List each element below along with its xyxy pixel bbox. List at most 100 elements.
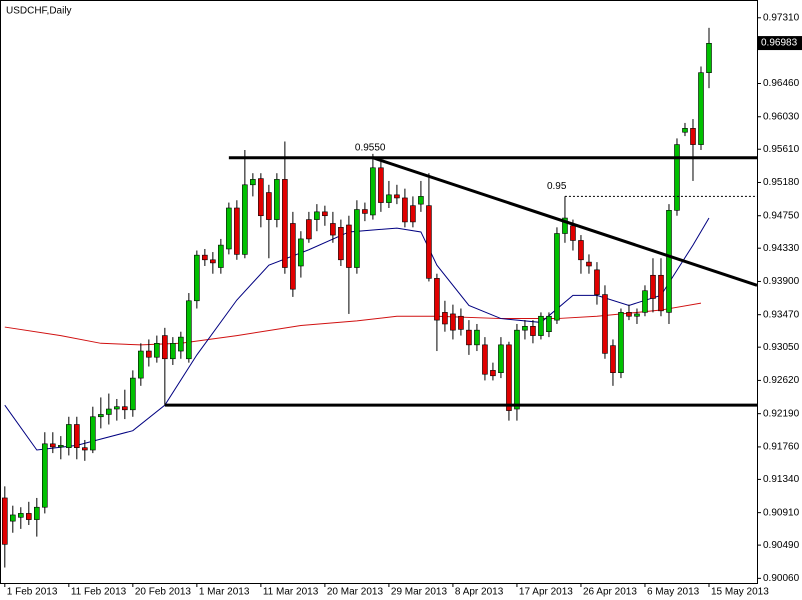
y-tick-label: 0.93470 — [763, 309, 800, 320]
y-tick-label: 0.94330 — [763, 243, 800, 254]
candle-body — [346, 224, 352, 268]
x-tick-label: 20 Feb 2013 — [135, 587, 192, 598]
candle-body — [490, 370, 496, 377]
candle-body — [698, 72, 704, 145]
y-tick-label: 0.93900 — [763, 276, 800, 287]
candle-body — [690, 128, 696, 145]
candle-body — [154, 343, 160, 358]
candle-body — [106, 408, 112, 415]
y-tick-label: 0.96030 — [763, 111, 800, 122]
candle-body — [186, 300, 192, 360]
y-tick-label: 0.90060 — [763, 573, 800, 584]
candle-body — [330, 223, 336, 236]
candle-body — [170, 343, 176, 360]
x-tick-label: 11 Feb 2013 — [71, 587, 127, 598]
candle-body — [514, 329, 520, 410]
x-tick-label: 17 Apr 2013 — [519, 587, 573, 598]
candle-body — [426, 205, 432, 279]
candle-body — [466, 329, 472, 346]
current-price-label: 0.96983 — [761, 38, 798, 49]
y-tick-label: 0.93050 — [763, 342, 800, 353]
candle-body — [554, 233, 560, 321]
candle-body — [474, 329, 480, 346]
y-tick-label: 0.95610 — [763, 144, 800, 155]
candle-body — [98, 414, 104, 418]
candle-body — [498, 344, 504, 373]
candle-body — [546, 315, 552, 333]
candle-body — [402, 197, 408, 223]
candle-body — [506, 344, 512, 411]
candle-body — [674, 144, 680, 211]
candle-body — [162, 335, 168, 360]
candle-body — [338, 227, 344, 261]
annotation: 0.9550 — [355, 142, 386, 153]
candle-body — [410, 205, 416, 223]
candle-body — [58, 445, 64, 448]
candle-body — [666, 210, 672, 313]
candle-body — [530, 325, 536, 336]
candle-body — [250, 179, 256, 186]
x-tick-label: 29 Mar 2013 — [391, 587, 448, 598]
candle-body — [26, 513, 32, 520]
candle-body — [634, 313, 640, 317]
x-tick-label: 20 Mar 2013 — [327, 587, 384, 598]
candle-body — [626, 312, 632, 317]
candle-body — [706, 42, 712, 73]
candle-body — [130, 377, 136, 411]
candle-body — [82, 447, 88, 451]
candle-body — [306, 219, 312, 240]
candle-body — [114, 406, 120, 410]
candle-body — [610, 345, 616, 373]
candle-body — [74, 424, 80, 448]
y-tick-label: 0.95180 — [763, 177, 800, 188]
candle-body — [682, 128, 688, 133]
candle-body — [146, 350, 152, 358]
candle-body — [386, 194, 392, 203]
candle-body — [50, 443, 56, 448]
candle-body — [562, 217, 568, 234]
candle-body — [18, 513, 24, 518]
candle-body — [434, 278, 440, 321]
candle-body — [370, 167, 376, 216]
annotation: 0.95 — [547, 181, 567, 192]
candle-body — [138, 350, 144, 379]
candle-body — [314, 211, 320, 220]
y-tick-label: 0.91340 — [763, 474, 800, 485]
candle-body — [458, 315, 464, 330]
candle-body — [290, 223, 296, 290]
x-tick-label: 26 Apr 2013 — [583, 587, 637, 598]
candle-body — [538, 315, 544, 336]
candle-body — [218, 244, 224, 268]
level-line — [372, 156, 758, 287]
x-tick-label: 8 Apr 2013 — [455, 587, 504, 598]
x-tick-label: 6 May 2013 — [647, 587, 700, 598]
candle-body — [66, 424, 72, 448]
candle-body — [202, 254, 208, 261]
plot-frame — [0, 0, 758, 584]
candle-body — [226, 207, 232, 250]
candle-body — [10, 514, 16, 522]
candle-body — [354, 209, 360, 268]
candle-body — [658, 274, 664, 312]
moving-average — [4, 302, 702, 346]
candle-body — [210, 259, 216, 264]
y-tick-label: 0.96460 — [763, 78, 800, 89]
candle-body — [522, 325, 528, 331]
candle-body — [274, 179, 280, 220]
candle-body — [258, 178, 264, 217]
candle-body — [234, 207, 240, 255]
candle-body — [2, 497, 8, 545]
current-price-box — [757, 36, 802, 51]
candle-body — [418, 196, 424, 205]
x-tick-label: 1 Mar 2013 — [199, 587, 250, 598]
candle-body — [34, 506, 40, 520]
y-tick-label: 0.97310 — [763, 12, 800, 23]
moving-average — [4, 217, 710, 451]
x-tick-label: 1 Feb 2013 — [7, 587, 58, 598]
candle-body — [570, 225, 576, 241]
y-tick-label: 0.92190 — [763, 408, 800, 419]
candle-body — [650, 274, 656, 299]
y-tick-label: 0.90910 — [763, 507, 800, 518]
y-tick-label: 0.92620 — [763, 375, 800, 386]
